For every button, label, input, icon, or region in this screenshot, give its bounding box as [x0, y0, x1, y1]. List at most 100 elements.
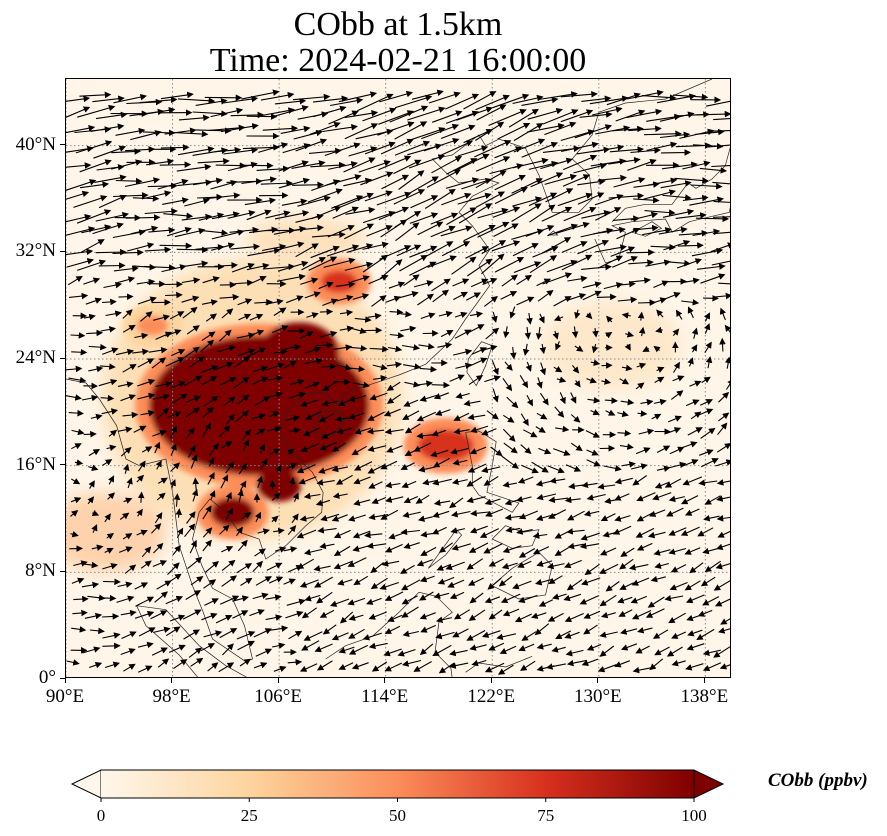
wind-vector — [517, 476, 534, 484]
wind-vector — [247, 347, 267, 358]
wind-vector — [92, 95, 125, 103]
wind-vector — [482, 344, 498, 352]
wind-vector — [137, 296, 157, 305]
wind-vector — [656, 93, 696, 104]
wind-vector — [274, 546, 287, 553]
wind-vector — [351, 445, 367, 456]
wind-vector — [219, 524, 230, 535]
wind-vector — [66, 179, 97, 191]
wind-vector — [432, 510, 450, 518]
wind-vector — [119, 512, 130, 520]
wind-vector — [262, 125, 299, 132]
wind-vector — [463, 224, 496, 242]
wind-vector — [547, 465, 565, 474]
wind-vector — [593, 226, 626, 235]
wind-vector — [338, 91, 378, 103]
wind-vector — [445, 561, 465, 571]
wind-vector — [419, 365, 438, 373]
wind-vector — [167, 562, 180, 575]
wind-vector — [601, 362, 613, 369]
wind-vector — [265, 298, 284, 306]
wind-vector — [221, 559, 236, 572]
wind-vector — [617, 429, 632, 437]
wind-vector — [696, 628, 715, 641]
wind-vector — [628, 259, 654, 266]
wind-vector — [518, 643, 535, 652]
wind-vector — [565, 649, 584, 657]
wind-vector — [630, 463, 648, 470]
wind-vector — [590, 158, 627, 167]
wind-vector — [546, 259, 578, 273]
wind-vector — [71, 443, 82, 450]
wind-vector — [532, 532, 548, 539]
wind-vector — [93, 145, 127, 159]
wind-vector — [377, 121, 415, 136]
wind-vector — [319, 330, 338, 338]
lon-tick-label: 130°E — [573, 686, 622, 707]
wind-vector — [81, 394, 99, 402]
wind-vector — [202, 539, 212, 552]
wind-vector — [536, 412, 548, 420]
wind-vector — [419, 612, 436, 620]
wind-vector — [541, 206, 573, 222]
wind-vector — [366, 597, 382, 605]
wind-vector — [330, 97, 364, 107]
wind-vector — [620, 547, 635, 557]
wind-vector — [469, 644, 487, 651]
chart-time: Time: 2024-02-21 16:00:00 — [209, 42, 587, 79]
wind-vector — [440, 329, 454, 338]
wind-vector — [584, 563, 600, 576]
wind-vector — [301, 640, 320, 651]
wind-vector — [198, 229, 229, 236]
wind-vector — [386, 361, 403, 368]
wind-vector — [609, 146, 645, 153]
wind-vector — [409, 245, 438, 258]
wind-vector — [483, 296, 498, 307]
wind-vector — [156, 407, 170, 420]
map-canvas — [66, 79, 730, 677]
wind-vector — [187, 444, 196, 458]
wind-vector — [403, 495, 419, 504]
wind-vector — [73, 195, 108, 208]
wind-vector — [606, 315, 613, 323]
wind-vector — [102, 459, 113, 466]
wind-vector — [322, 123, 358, 133]
wind-vector — [319, 609, 335, 618]
wind-vector — [326, 174, 362, 186]
wind-vector — [249, 609, 265, 617]
wind-vector — [597, 174, 627, 182]
wind-vector — [633, 196, 660, 204]
wind-vector — [432, 478, 452, 486]
wind-vector — [488, 642, 505, 651]
wind-vector — [524, 326, 532, 340]
wind-vector — [402, 344, 421, 351]
wind-vector — [120, 446, 132, 457]
wind-vector — [671, 659, 686, 667]
wind-vector — [240, 512, 252, 520]
wind-vector — [528, 192, 558, 207]
wind-vector — [692, 228, 721, 237]
wind-vector — [695, 110, 730, 118]
wind-vector — [106, 444, 117, 452]
wind-vector — [574, 309, 581, 320]
wind-vector — [456, 153, 490, 171]
wind-vector — [468, 609, 486, 621]
wind-vector — [265, 594, 282, 601]
wind-vector — [586, 377, 597, 384]
wind-vector — [134, 610, 155, 619]
wind-vector — [303, 631, 323, 641]
wind-vector — [583, 510, 600, 517]
wind-vector — [654, 376, 665, 383]
wind-vector — [352, 544, 371, 552]
wind-vector — [665, 292, 681, 300]
wind-vector — [238, 348, 256, 357]
wind-vector — [134, 582, 149, 590]
wind-vector — [535, 480, 552, 487]
wind-vector — [371, 496, 387, 504]
wind-vector — [299, 579, 319, 588]
wind-vector — [711, 260, 730, 266]
wind-vector — [262, 263, 296, 271]
wind-vector — [117, 426, 133, 433]
wind-vector — [675, 212, 707, 219]
wind-vector — [352, 381, 371, 389]
